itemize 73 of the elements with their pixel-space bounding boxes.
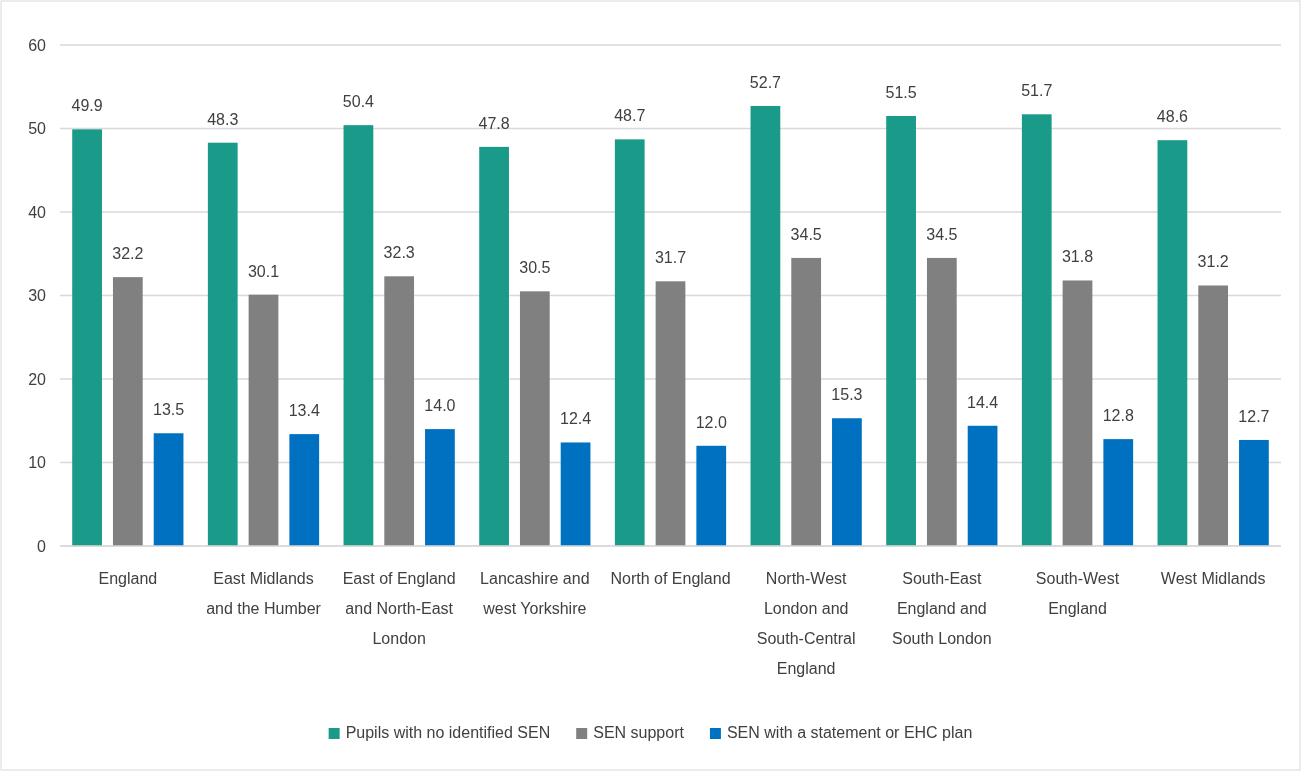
- bar: [72, 129, 102, 546]
- bar: [614, 139, 645, 546]
- y-tick-label: 30: [28, 287, 47, 305]
- legend-label: SEN with a statement or EHC plan: [726, 724, 973, 741]
- bar: [479, 146, 509, 546]
- bar: [1062, 280, 1093, 546]
- bar: [384, 276, 415, 546]
- y-tick-label: 40: [28, 203, 47, 221]
- y-tick-label: 0: [37, 537, 47, 555]
- data-label: 50.4: [342, 93, 375, 111]
- y-tick-label: 20: [28, 370, 47, 388]
- bar: [750, 105, 781, 546]
- data-label: 49.9: [71, 97, 103, 115]
- bar: [112, 277, 143, 546]
- data-label: 32.3: [383, 244, 415, 262]
- bar: [967, 425, 998, 546]
- legend-label: Pupils with no identified SEN: [345, 724, 551, 741]
- x-tick-label: Lancashire and west Yorkshire: [480, 570, 590, 617]
- data-label: 47.8: [478, 114, 510, 132]
- data-label: 30.1: [247, 262, 280, 280]
- y-tick-label: 50: [28, 120, 47, 138]
- legend-label: SEN support: [593, 724, 685, 741]
- x-tick-label: England: [98, 570, 158, 587]
- bar: [1157, 140, 1188, 546]
- bar: [248, 294, 279, 546]
- data-label: 48.7: [614, 107, 646, 125]
- data-label: 32.2: [112, 245, 144, 263]
- bar: [1198, 285, 1229, 546]
- data-label: 12.8: [1102, 407, 1134, 425]
- bar: [886, 115, 916, 546]
- bar: [832, 418, 862, 546]
- bar: [519, 291, 550, 546]
- y-tick-label: 10: [28, 454, 47, 472]
- x-tick-label: North-West London and South-Central England: [756, 570, 856, 677]
- bar: [207, 142, 238, 546]
- data-label: 15.3: [831, 386, 863, 404]
- y-tick-label: 60: [28, 36, 47, 54]
- data-label: 14.0: [424, 397, 456, 415]
- data-label: 31.2: [1197, 253, 1229, 271]
- x-tick-label: East of England and North-East London: [342, 570, 456, 647]
- bar: [289, 434, 320, 546]
- data-label: 14.4: [967, 393, 999, 411]
- bar: [153, 433, 184, 546]
- bar: [926, 257, 957, 546]
- x-tick-label: West Midlands: [1160, 570, 1266, 587]
- data-label: 13.5: [153, 401, 185, 419]
- x-tick-label: South-West England: [1035, 570, 1120, 617]
- bar: [1239, 439, 1269, 546]
- x-tick-label: North of England: [610, 570, 731, 587]
- bar: [425, 429, 455, 546]
- data-label: 52.7: [749, 73, 782, 91]
- data-label: 12.4: [560, 410, 592, 428]
- data-label: 51.7: [1021, 82, 1053, 100]
- data-label: 12.0: [695, 413, 727, 431]
- bar: [1021, 114, 1052, 546]
- data-label: 12.7: [1238, 407, 1270, 425]
- data-label: 31.7: [654, 249, 687, 267]
- x-tick-label: East Midlands and the Humber: [206, 570, 322, 617]
- bar: [343, 125, 374, 546]
- bar: [655, 281, 686, 546]
- data-label: 34.5: [926, 225, 958, 243]
- bar: [1103, 439, 1134, 546]
- bar: [560, 442, 591, 546]
- x-tick-label: South-East England and South London: [892, 570, 992, 647]
- data-label: 51.5: [885, 83, 917, 101]
- data-label: 48.6: [1156, 108, 1189, 126]
- bar: [696, 445, 727, 546]
- bar: [791, 257, 822, 546]
- data-label: 34.5: [790, 225, 822, 243]
- data-label: 30.5: [519, 259, 551, 277]
- data-label: 48.3: [207, 110, 239, 128]
- data-label: 13.4: [288, 402, 320, 420]
- data-label: 31.8: [1061, 248, 1094, 266]
